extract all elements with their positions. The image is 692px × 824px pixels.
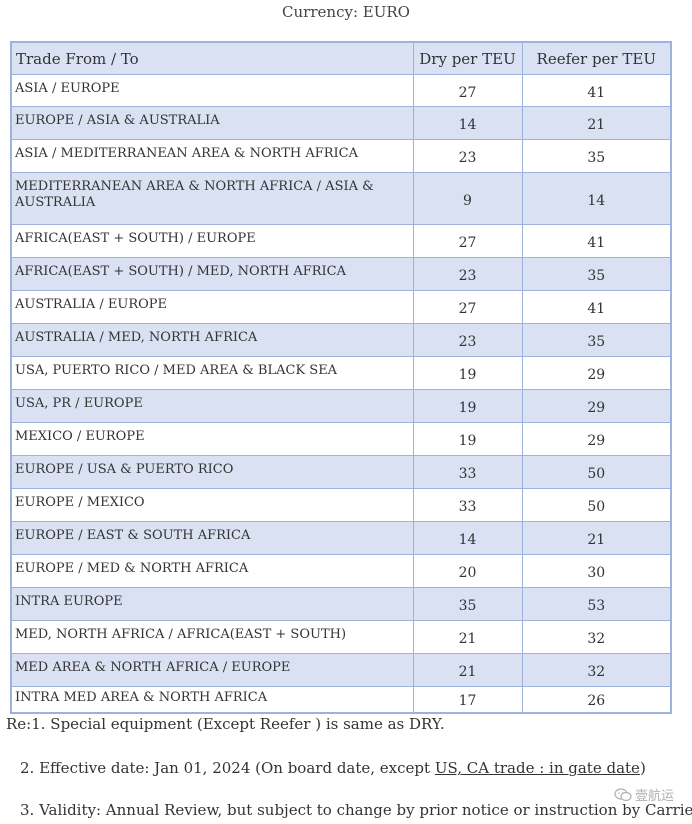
cell-reefer: 29	[521, 422, 672, 456]
table-row: INTRA MED AREA & NORTH AFRICA 17 26	[10, 686, 672, 713]
cell-trade: ASIA / MEDITERRANEAN AREA & NORTH AFRICA	[10, 139, 414, 173]
cell-dry: 27	[412, 290, 523, 324]
table-row: EUROPE / ASIA & AUSTRALIA 14 21	[10, 106, 672, 140]
table-row: EUROPE / MED & NORTH AFRICA 20 30	[10, 554, 672, 588]
cell-trade: EUROPE / USA & PUERTO RICO	[10, 455, 414, 489]
cell-trade: AFRICA(EAST + SOUTH) / EUROPE	[10, 224, 414, 258]
note-2-suffix: )	[639, 759, 646, 777]
table-row: ASIA / EUROPE 27 41	[10, 74, 672, 107]
cell-dry: 19	[412, 422, 523, 456]
note-2-prefix: 2. Effective date: Jan 01, 2024 (On boar…	[20, 759, 435, 777]
header-trade: Trade From / To	[10, 41, 414, 75]
cell-trade: EUROPE / MED & NORTH AFRICA	[10, 554, 414, 588]
table-header-row: Trade From / To Dry per TEU Reefer per T…	[10, 41, 672, 75]
cell-trade: AUSTRALIA / MED, NORTH AFRICA	[10, 323, 414, 357]
cell-dry: 19	[412, 356, 523, 390]
note-2: 2. Effective date: Jan 01, 2024 (On boar…	[20, 758, 646, 778]
cell-reefer: 41	[521, 74, 672, 107]
cell-reefer: 32	[521, 620, 672, 654]
cell-reefer: 50	[521, 455, 672, 489]
cell-trade: AUSTRALIA / EUROPE	[10, 290, 414, 324]
currency-label: Currency: EURO	[282, 3, 410, 21]
wechat-icon	[614, 787, 632, 801]
table-row: USA, PR / EUROPE 19 29	[10, 389, 672, 423]
cell-dry: 23	[412, 139, 523, 173]
cell-reefer: 35	[521, 323, 672, 357]
cell-dry: 21	[412, 653, 523, 687]
watermark: 壹航运	[614, 785, 674, 804]
note-1: Re:1. Special equipment (Except Reefer )…	[6, 715, 445, 733]
cell-dry: 27	[412, 224, 523, 258]
cell-dry: 20	[412, 554, 523, 588]
table-row: MEDITERRANEAN AREA & NORTH AFRICA / ASIA…	[10, 172, 672, 225]
table-row: EUROPE / EAST & SOUTH AFRICA 14 21	[10, 521, 672, 555]
watermark-text: 壹航运	[634, 789, 674, 804]
cell-trade: MED AREA & NORTH AFRICA / EUROPE	[10, 653, 414, 687]
cell-reefer: 41	[521, 224, 672, 258]
cell-trade: AFRICA(EAST + SOUTH) / MED, NORTH AFRICA	[10, 257, 414, 291]
cell-dry: 21	[412, 620, 523, 654]
cell-dry: 35	[412, 587, 523, 621]
cell-dry: 14	[412, 521, 523, 555]
cell-reefer: 21	[521, 106, 672, 140]
note-2-underlined: US, CA trade : in gate date	[434, 759, 640, 777]
cell-reefer: 29	[521, 356, 672, 390]
cell-reefer: 29	[521, 389, 672, 423]
table-row: MEXICO / EUROPE 19 29	[10, 422, 672, 456]
cell-trade: EUROPE / EAST & SOUTH AFRICA	[10, 521, 414, 555]
cell-trade: INTRA EUROPE	[10, 587, 414, 621]
table-row: EUROPE / MEXICO 33 50	[10, 488, 672, 522]
table-row: AFRICA(EAST + SOUTH) / MED, NORTH AFRICA…	[10, 257, 672, 291]
cell-dry: 33	[412, 455, 523, 489]
cell-reefer: 50	[521, 488, 672, 522]
table-row: AFRICA(EAST + SOUTH) / EUROPE 27 41	[10, 224, 672, 258]
cell-trade: MEDITERRANEAN AREA & NORTH AFRICA / ASIA…	[10, 172, 414, 225]
table-row: AUSTRALIA / EUROPE 27 41	[10, 290, 672, 324]
cell-trade: ASIA / EUROPE	[10, 74, 414, 107]
table-row: EUROPE / USA & PUERTO RICO 33 50	[10, 455, 672, 489]
cell-dry: 33	[412, 488, 523, 522]
cell-dry: 9	[412, 172, 523, 225]
cell-reefer: 35	[521, 257, 672, 291]
table-row: MED, NORTH AFRICA / AFRICA(EAST + SOUTH)…	[10, 620, 672, 654]
cell-trade: USA, PR / EUROPE	[10, 389, 414, 423]
cell-dry: 17	[412, 686, 523, 713]
cell-reefer: 53	[521, 587, 672, 621]
header-dry: Dry per TEU	[412, 41, 523, 75]
cell-reefer: 32	[521, 653, 672, 687]
cell-trade: MED, NORTH AFRICA / AFRICA(EAST + SOUTH)	[10, 620, 414, 654]
table-row: INTRA EUROPE 35 53	[10, 587, 672, 621]
cell-dry: 23	[412, 257, 523, 291]
cell-dry: 19	[412, 389, 523, 423]
rates-table: Trade From / To Dry per TEU Reefer per T…	[10, 41, 672, 714]
cell-trade: INTRA MED AREA & NORTH AFRICA	[10, 686, 414, 713]
note-3: 3. Validity: Annual Review, but subject …	[20, 801, 692, 819]
cell-dry: 23	[412, 323, 523, 357]
cell-trade: USA, PUERTO RICO / MED AREA & BLACK SEA	[10, 356, 414, 390]
table-row: ASIA / MEDITERRANEAN AREA & NORTH AFRICA…	[10, 139, 672, 173]
cell-trade: EUROPE / ASIA & AUSTRALIA	[10, 106, 414, 140]
cell-reefer: 35	[521, 139, 672, 173]
header-reefer: Reefer per TEU	[521, 41, 672, 75]
cell-reefer: 26	[521, 686, 672, 713]
cell-trade: EUROPE / MEXICO	[10, 488, 414, 522]
table-row: AUSTRALIA / MED, NORTH AFRICA 23 35	[10, 323, 672, 357]
cell-reefer: 30	[521, 554, 672, 588]
cell-dry: 27	[412, 74, 523, 107]
cell-trade: MEXICO / EUROPE	[10, 422, 414, 456]
cell-reefer: 14	[521, 172, 672, 225]
table-row: USA, PUERTO RICO / MED AREA & BLACK SEA 1…	[10, 356, 672, 390]
table-row: MED AREA & NORTH AFRICA / EUROPE 21 32	[10, 653, 672, 687]
cell-reefer: 41	[521, 290, 672, 324]
cell-dry: 14	[412, 106, 523, 140]
cell-reefer: 21	[521, 521, 672, 555]
